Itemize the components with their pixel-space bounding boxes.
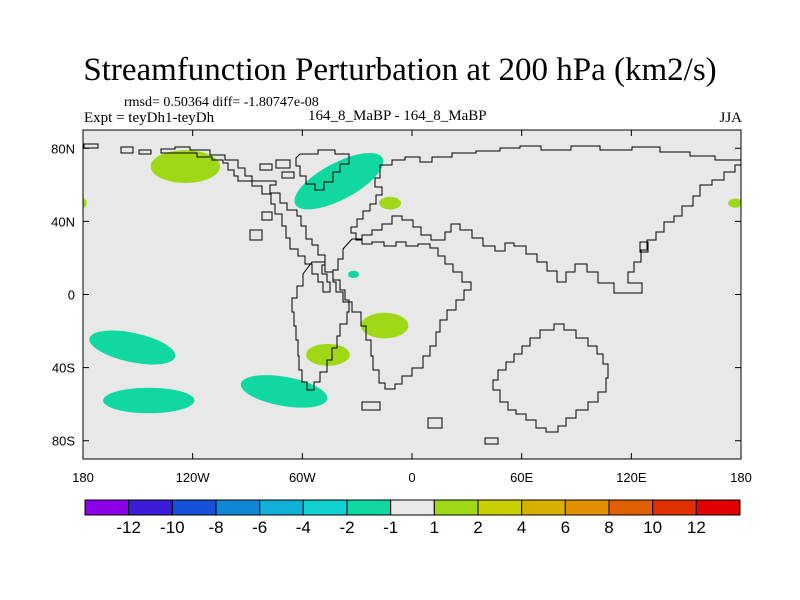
y-tick-label: 0	[68, 288, 75, 303]
region-north-atlantic-high	[150, 150, 221, 184]
x-tick-label: 120E	[616, 470, 647, 485]
colorbar-label: 8	[604, 518, 613, 537]
region-east-atlantic-small-low	[348, 270, 359, 279]
region-south-atlantic-high	[360, 312, 409, 339]
chart-title: Streamfunction Perturbation at 200 hPa (…	[83, 52, 717, 88]
colorbar-label: -4	[296, 518, 311, 537]
colorbar-label: -2	[339, 518, 354, 537]
coast-arctic-islands	[83, 143, 295, 179]
colorbar-box	[128, 499, 173, 516]
stats-label: rmsd= 0.50364 diff= -1.80747e-08	[124, 95, 319, 110]
x-tick-label: 60E	[510, 470, 533, 485]
coast-eurasia	[350, 145, 741, 294]
y-tick-label: 40S	[52, 361, 75, 376]
colorbar-box	[171, 499, 217, 516]
region-dateline-west-high	[83, 198, 87, 208]
coast-africa	[332, 238, 472, 390]
region-arctic-greenland-low	[294, 152, 384, 210]
colorbar-label: -6	[252, 518, 267, 537]
region-southern-pacific-low-3	[240, 375, 328, 408]
region-south-pacific-low	[89, 330, 176, 365]
season-label: JJA	[719, 110, 742, 126]
region-southern-pacific-low-2	[103, 387, 195, 414]
colorbar-label: 10	[643, 518, 662, 537]
x-tick-label: 180	[730, 470, 752, 485]
colorbar-label: 12	[687, 518, 706, 537]
colorbar-label: 2	[473, 518, 482, 537]
colorbar-box	[302, 499, 348, 516]
coastlines	[83, 143, 741, 445]
experiment-label: Expt = teyDh1-teyDh	[84, 110, 215, 126]
colorbar-box	[390, 499, 435, 516]
contour-regions	[83, 150, 741, 414]
map-background	[83, 130, 741, 459]
case-label: 164_8_MaBP - 164_8_MaBP	[308, 108, 487, 124]
region-sw-atlantic-high	[305, 343, 350, 366]
coast-greenland	[295, 149, 350, 191]
coast-north-america	[160, 146, 331, 293]
colorbar-label: 1	[430, 518, 439, 537]
colorbar-label: -10	[160, 518, 185, 537]
colorbar-box	[477, 499, 523, 516]
colorbar-label: -1	[383, 518, 398, 537]
x-axis: 180 120W 60W 0 60E 120E 180	[72, 130, 752, 485]
x-tick-label: 120W	[176, 470, 211, 485]
colorbar-label: 4	[517, 518, 526, 537]
y-tick-label: 80S	[52, 434, 75, 449]
colorbar: -12 -10 -8 -6 -4 -2 -1 1 2 4 6 8 10 12	[84, 499, 741, 537]
x-tick-label: 60W	[289, 470, 316, 485]
colorbar-box	[695, 499, 741, 516]
colorbar-box	[608, 499, 654, 516]
coast-south-america	[291, 261, 350, 391]
region-dateline-east-high	[728, 198, 741, 208]
x-tick-label: 0	[408, 470, 415, 485]
coast-islands	[249, 211, 649, 445]
colorbar-box	[652, 499, 697, 516]
colorbar-box	[521, 499, 566, 516]
coast-australia	[492, 323, 609, 433]
colorbar-box	[215, 499, 261, 516]
colorbar-box	[346, 499, 392, 516]
colorbar-label: -12	[116, 518, 141, 537]
y-axis: 80N 40N 0 40S 80S	[51, 141, 741, 449]
y-tick-label: 40N	[51, 214, 75, 229]
region-western-europe-high	[379, 196, 402, 210]
x-tick-label: 180	[72, 470, 94, 485]
colorbar-label: 6	[561, 518, 570, 537]
colorbar-box	[564, 499, 610, 516]
colorbar-label: -8	[208, 518, 223, 537]
y-tick-label: 80N	[51, 141, 75, 156]
colorbar-box	[259, 499, 304, 516]
colorbar-box	[84, 499, 130, 516]
colorbar-box	[433, 499, 479, 516]
